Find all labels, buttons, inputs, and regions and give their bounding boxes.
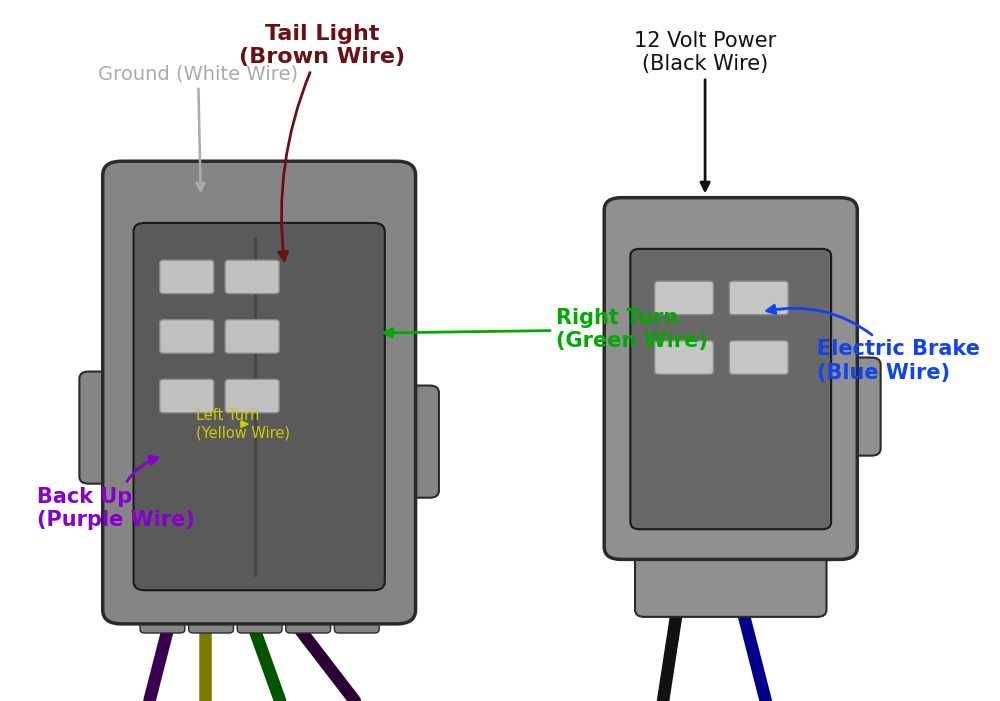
Text: Left Turn
(Yellow Wire): Left Turn (Yellow Wire) — [196, 408, 290, 440]
FancyBboxPatch shape — [237, 604, 282, 633]
FancyBboxPatch shape — [134, 223, 385, 590]
FancyBboxPatch shape — [635, 536, 826, 617]
FancyBboxPatch shape — [729, 281, 788, 315]
FancyBboxPatch shape — [655, 281, 713, 315]
Text: Back Up
(Purple Wire): Back Up (Purple Wire) — [37, 456, 195, 530]
FancyBboxPatch shape — [160, 320, 214, 353]
FancyBboxPatch shape — [630, 249, 831, 529]
Text: Right Turn
(Green Wire): Right Turn (Green Wire) — [384, 308, 708, 351]
Text: Ground (White Wire): Ground (White Wire) — [98, 64, 298, 191]
FancyBboxPatch shape — [383, 386, 439, 498]
FancyBboxPatch shape — [160, 260, 214, 294]
FancyBboxPatch shape — [729, 341, 788, 374]
FancyBboxPatch shape — [334, 604, 379, 633]
FancyBboxPatch shape — [826, 358, 881, 456]
FancyBboxPatch shape — [286, 604, 331, 633]
FancyBboxPatch shape — [189, 604, 233, 633]
Text: Tail Light
(Brown Wire): Tail Light (Brown Wire) — [239, 24, 405, 261]
FancyBboxPatch shape — [103, 161, 416, 624]
FancyBboxPatch shape — [225, 260, 279, 294]
FancyBboxPatch shape — [225, 379, 279, 413]
FancyBboxPatch shape — [225, 320, 279, 353]
FancyBboxPatch shape — [655, 341, 713, 374]
Text: 12 Volt Power
(Black Wire): 12 Volt Power (Black Wire) — [634, 31, 776, 191]
FancyBboxPatch shape — [604, 198, 857, 559]
FancyBboxPatch shape — [79, 372, 135, 484]
FancyBboxPatch shape — [160, 379, 214, 413]
FancyBboxPatch shape — [140, 604, 185, 633]
Text: Electric Brake
(Blue Wire): Electric Brake (Blue Wire) — [767, 305, 980, 383]
